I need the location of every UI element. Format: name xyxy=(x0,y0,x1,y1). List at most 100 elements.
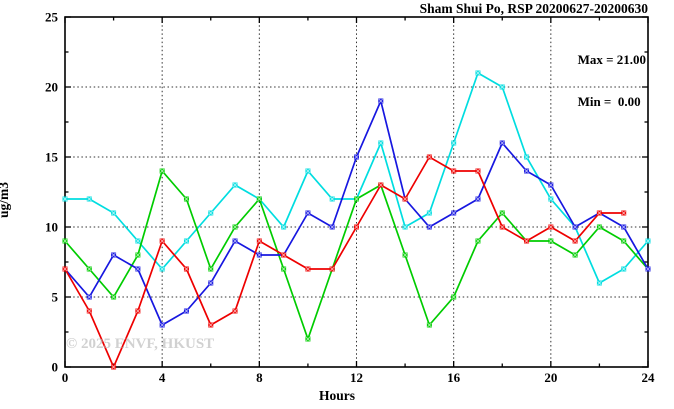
series-green-marker-glint xyxy=(402,252,408,258)
series-red-marker-glint xyxy=(281,252,286,258)
series-cyan-marker-glint xyxy=(427,210,432,216)
y-tick-label: 0 xyxy=(52,360,59,375)
x-axis-label: Hours xyxy=(318,388,355,403)
series-cyan-marker-glint xyxy=(597,280,602,286)
y-tick-label: 10 xyxy=(45,220,58,235)
y-tick-label: 20 xyxy=(45,80,58,95)
series-red-marker-glint xyxy=(402,196,408,202)
series-red-marker-glint xyxy=(572,238,578,244)
series-cyan-marker-glint xyxy=(548,196,554,202)
series-cyan-marker-glint xyxy=(402,224,408,230)
max-min-annotation: Max = 21.00 Min = 0.00 xyxy=(578,25,646,137)
series-green-marker-glint xyxy=(451,294,457,300)
series-red-marker-glint xyxy=(499,224,505,230)
x-tick-label: 20 xyxy=(544,370,557,385)
series-red-marker-glint xyxy=(86,308,92,314)
series-green-marker-glint xyxy=(572,252,578,258)
series-cyan-marker-glint xyxy=(329,196,335,202)
series-green-marker-glint xyxy=(135,252,141,258)
series-red-marker-glint xyxy=(208,322,214,328)
series-green-marker-glint xyxy=(354,196,359,202)
series-green-marker-glint xyxy=(427,322,432,328)
series-green-marker-glint xyxy=(184,196,189,202)
series-red-marker-glint xyxy=(451,168,457,174)
series-blue-marker-glint xyxy=(524,168,529,174)
series-blue-marker-glint xyxy=(232,238,238,244)
x-tick-label: 16 xyxy=(447,370,461,385)
series-cyan-marker-glint xyxy=(305,168,311,174)
series-blue-marker-glint xyxy=(475,196,481,202)
series-blue-marker-glint xyxy=(645,266,651,272)
x-tick-label: 8 xyxy=(256,370,263,385)
y-tick-label: 15 xyxy=(45,150,59,165)
plot-border xyxy=(64,16,649,368)
series-green-marker-glint xyxy=(548,238,554,244)
series-blue-marker-glint xyxy=(208,280,214,286)
x-tick-label: 24 xyxy=(642,370,656,385)
y-tick-label: 25 xyxy=(45,10,59,25)
series-cyan-marker-glint xyxy=(499,84,505,90)
series-green-marker-glint xyxy=(305,336,311,342)
series-green-marker-glint xyxy=(475,238,481,244)
series-red-marker-glint xyxy=(62,266,68,272)
series-green-marker-glint xyxy=(281,266,286,272)
series-cyan-marker-glint xyxy=(524,154,529,160)
series-red-marker-glint xyxy=(597,210,602,216)
series-green-marker-glint xyxy=(111,294,116,300)
series-cyan-marker-glint xyxy=(159,266,165,272)
series-red-marker-glint xyxy=(184,266,189,272)
series-cyan-marker-glint xyxy=(645,238,651,244)
series-blue-marker-glint xyxy=(548,182,554,188)
series-cyan-marker-glint xyxy=(111,210,116,216)
series-blue-marker-glint xyxy=(329,224,335,230)
y-axis-label: ug/m3 xyxy=(0,181,12,219)
series-cyan-marker-glint xyxy=(184,238,189,244)
series-cyan-marker-glint xyxy=(232,182,238,188)
y-tick-label: 5 xyxy=(52,290,59,305)
series-blue-marker-glint xyxy=(159,322,165,328)
series-cyan-marker-glint xyxy=(135,238,141,244)
series-cyan-marker-glint xyxy=(62,196,68,202)
series-blue-marker-glint xyxy=(305,210,311,216)
chart-title: Sham Shui Po, RSP 20200627-20200630 xyxy=(419,1,648,16)
series-green-marker-glint xyxy=(499,210,505,216)
series-cyan-marker-glint xyxy=(378,140,384,146)
series-red-line xyxy=(64,155,624,370)
series-green-marker-glint xyxy=(62,238,68,244)
series-blue-marker-glint xyxy=(111,252,116,258)
series-red-marker-glint xyxy=(305,266,311,272)
series-green-marker-glint xyxy=(232,224,238,230)
series-green-marker-glint xyxy=(159,168,165,174)
series-blue-marker-glint xyxy=(256,252,262,258)
series-blue-marker-glint xyxy=(499,140,505,146)
series-green-marker-glint xyxy=(597,224,602,230)
series-cyan-marker-glint xyxy=(621,266,627,272)
min-value-label: Min = 0.00 xyxy=(577,94,641,109)
series-red-marker-glint xyxy=(256,238,262,244)
series-red-marker-glint xyxy=(378,182,384,188)
series-blue-marker-glint xyxy=(86,294,92,300)
max-value-label: Max = 21.00 xyxy=(577,52,646,67)
series-green-marker-glint xyxy=(208,266,214,272)
x-tick-label: 0 xyxy=(62,370,69,385)
series-blue-marker-glint xyxy=(621,224,627,230)
series-blue-marker-glint xyxy=(427,224,432,230)
series-green-marker-glint xyxy=(621,238,627,244)
series-red-marker-glint xyxy=(329,266,335,272)
series-cyan-marker-glint xyxy=(281,224,286,230)
series-red-marker-glint xyxy=(232,308,238,314)
series-blue-marker-glint xyxy=(451,210,457,216)
series-red-marker-glint xyxy=(159,238,165,244)
series-red-marker-glint xyxy=(548,224,554,230)
series-blue-marker-glint xyxy=(354,154,359,160)
series-red-marker-glint xyxy=(111,364,116,370)
series-blue-marker-glint xyxy=(378,98,384,104)
series-cyan-marker-glint xyxy=(451,140,457,146)
x-tick-label: 4 xyxy=(159,370,166,385)
series-red-marker-glint xyxy=(524,238,529,244)
series-red-marker-glint xyxy=(621,210,627,216)
series-blue-marker-glint xyxy=(135,266,141,272)
watermark: © 2025 ENVF, HKUST xyxy=(66,336,215,352)
